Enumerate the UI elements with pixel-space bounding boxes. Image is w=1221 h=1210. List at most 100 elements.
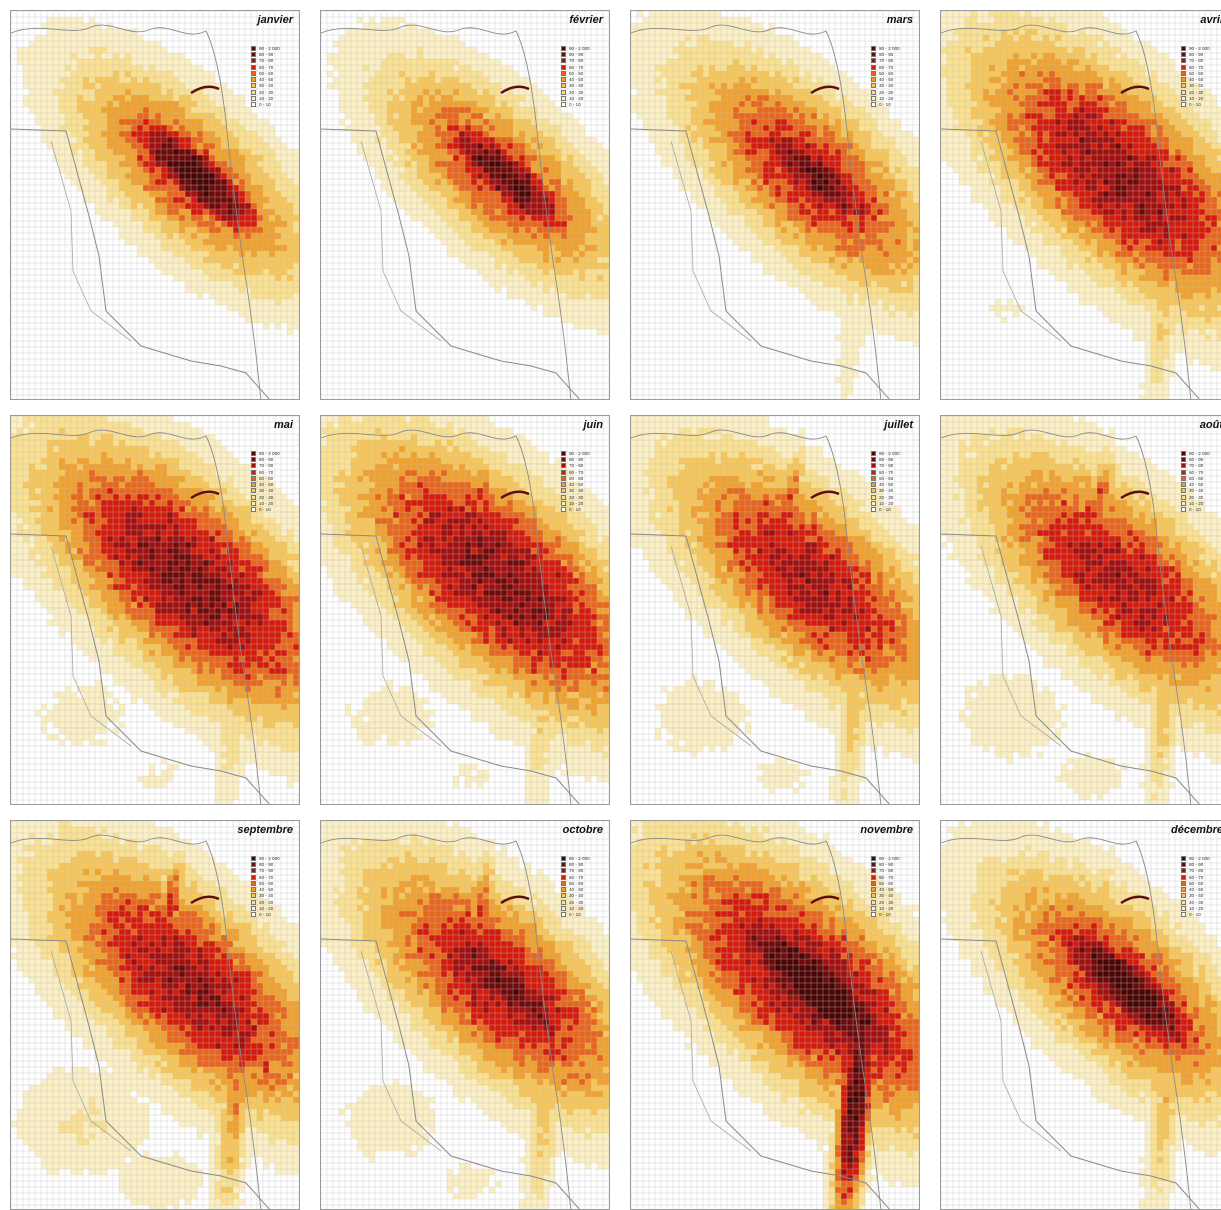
density-cell	[131, 221, 137, 227]
density-cell	[95, 101, 101, 107]
density-cell	[591, 143, 597, 149]
density-cell	[245, 149, 251, 155]
density-cell	[841, 221, 847, 227]
density-cell	[459, 95, 465, 101]
legend-swatch	[251, 51, 256, 57]
density-cell	[83, 143, 89, 149]
density-cell	[953, 65, 959, 71]
density-cell	[489, 137, 495, 143]
density-cell	[281, 257, 287, 263]
density-cell	[381, 35, 387, 41]
density-cell	[721, 35, 727, 41]
density-cell	[465, 53, 471, 59]
density-cell	[859, 311, 865, 317]
density-cell	[459, 59, 465, 65]
density-cell	[579, 263, 585, 269]
density-cell	[263, 269, 269, 275]
density-cell	[519, 215, 525, 221]
density-cell	[685, 161, 691, 167]
density-cell	[799, 239, 805, 245]
density-cell	[823, 251, 829, 257]
density-cell	[727, 71, 733, 77]
density-cell	[299, 281, 300, 287]
density-cell	[907, 263, 913, 269]
density-cell	[423, 143, 429, 149]
density-cell	[567, 257, 573, 263]
density-cell	[203, 101, 209, 107]
density-cell	[495, 179, 501, 185]
density-cell	[883, 167, 889, 173]
density-cell	[179, 125, 185, 131]
density-cell	[763, 41, 769, 47]
density-cell	[369, 95, 375, 101]
density-cell	[287, 197, 293, 203]
density-cell	[889, 125, 895, 131]
density-cell	[859, 173, 865, 179]
density-cell	[447, 53, 453, 59]
density-cell	[811, 197, 817, 203]
density-cell	[841, 185, 847, 191]
density-cell	[53, 83, 59, 89]
density-cell	[41, 95, 47, 101]
density-cell	[673, 125, 679, 131]
density-cell	[919, 143, 920, 149]
density-cell	[793, 173, 799, 179]
density-cell	[251, 299, 257, 305]
density-cell	[149, 131, 155, 137]
density-cell	[947, 119, 953, 125]
density-cell	[685, 53, 691, 59]
density-cell	[513, 215, 519, 221]
density-cell	[847, 131, 853, 137]
legend-swatch	[561, 58, 566, 64]
density-cell	[573, 263, 579, 269]
density-cell	[53, 137, 59, 143]
legend-label: 30 - 40	[259, 83, 273, 88]
density-cell	[805, 167, 811, 173]
density-cell	[817, 221, 823, 227]
density-cell	[691, 41, 697, 47]
legend-row: 30 - 40	[251, 83, 293, 89]
density-cell	[47, 29, 53, 35]
legend-swatch	[561, 89, 566, 95]
density-cell	[113, 107, 119, 113]
density-cell	[721, 29, 727, 35]
density-cell	[83, 155, 89, 161]
density-cell	[209, 149, 215, 155]
density-cell	[871, 251, 877, 257]
legend-label: 50 - 60	[879, 71, 893, 76]
density-cell	[525, 149, 531, 155]
density-cell	[251, 257, 257, 263]
density-cell	[733, 227, 739, 233]
density-cell	[525, 209, 531, 215]
density-cell	[913, 341, 919, 347]
density-cell	[263, 125, 269, 131]
density-cell	[441, 41, 447, 47]
legend-row: 0 - 10	[871, 102, 913, 108]
density-cell	[143, 77, 149, 83]
density-cell	[513, 251, 519, 257]
density-cell	[429, 161, 435, 167]
density-cell	[691, 143, 697, 149]
density-cell	[257, 269, 263, 275]
density-cell	[441, 227, 447, 233]
density-cell	[907, 161, 913, 167]
density-cell	[787, 35, 793, 41]
density-cell	[775, 203, 781, 209]
density-cell	[453, 221, 459, 227]
density-cell	[107, 29, 113, 35]
density-cell	[167, 257, 173, 263]
density-cell	[567, 149, 573, 155]
density-cell	[357, 137, 363, 143]
density-cell	[823, 179, 829, 185]
density-cell	[525, 155, 531, 161]
density-cell	[287, 185, 293, 191]
density-cell	[555, 263, 561, 269]
density-cell	[561, 209, 567, 215]
density-cell	[793, 233, 799, 239]
density-cell	[101, 149, 107, 155]
legend-label: 70 - 80	[879, 58, 893, 63]
density-cell	[221, 167, 227, 173]
density-cell	[185, 269, 191, 275]
density-cell	[245, 143, 251, 149]
density-cell	[459, 191, 465, 197]
